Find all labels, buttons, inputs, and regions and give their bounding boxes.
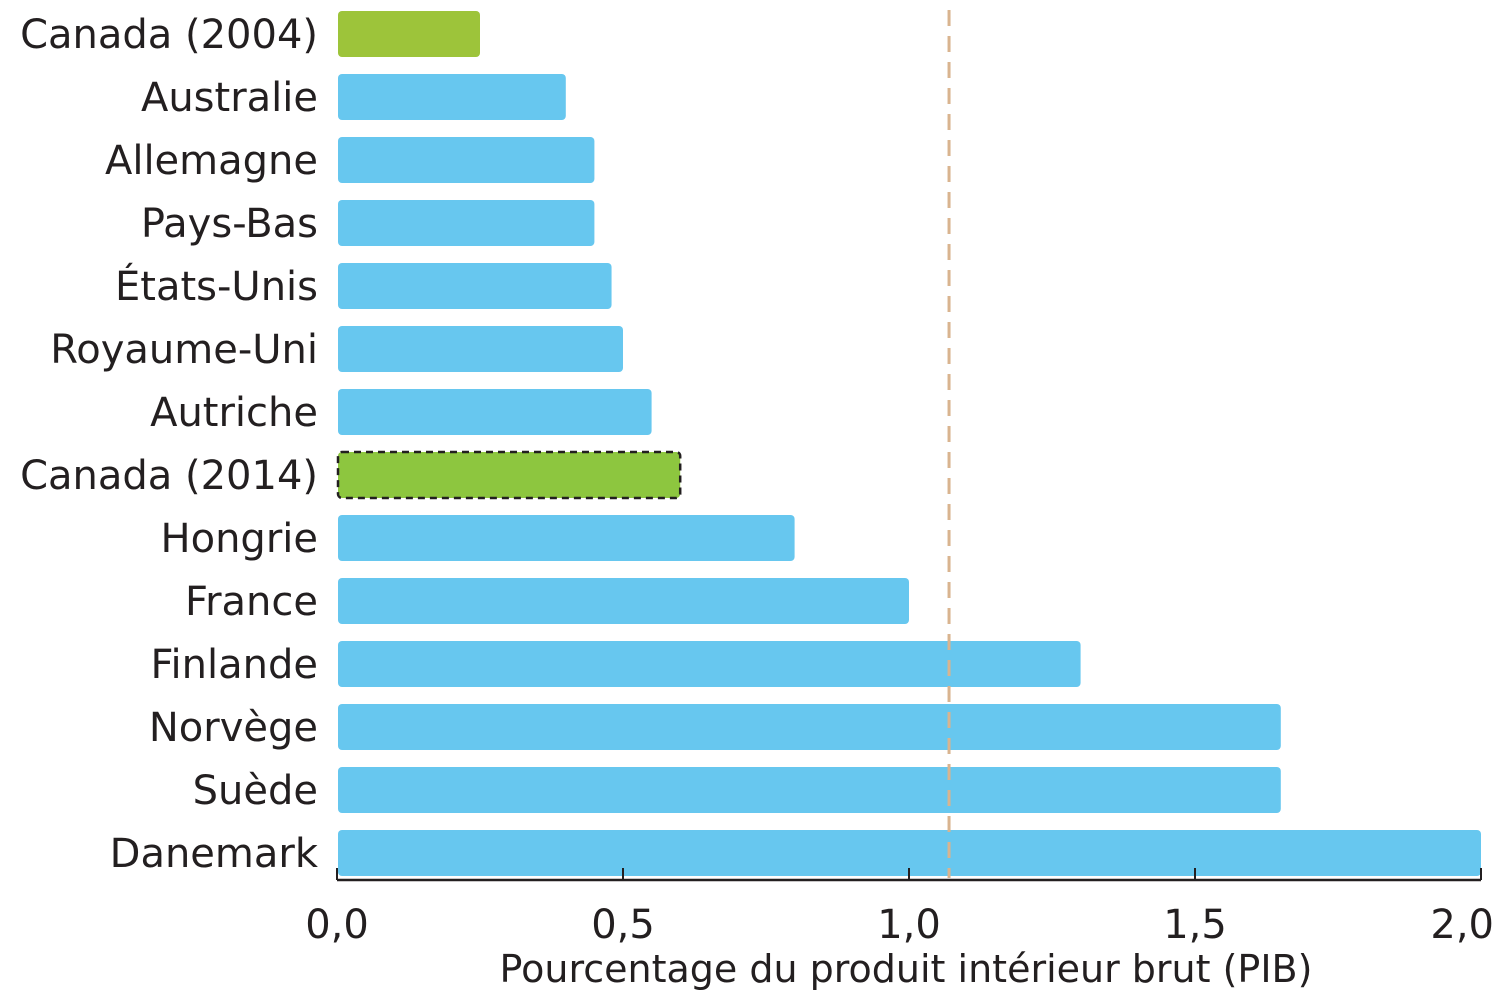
category-label-suede: Suède <box>193 768 318 814</box>
bar-norvege <box>338 704 1281 750</box>
bar-autriche <box>338 389 652 435</box>
bar-royaume-uni <box>338 326 623 372</box>
category-label-norvege: Norvège <box>149 705 318 751</box>
bar-allemagne <box>338 137 595 183</box>
bar-danemark <box>338 830 1481 876</box>
x-tick-label: 2,0 <box>1430 902 1494 948</box>
category-labels-layer: Canada (2004) Australie Allemagne Pays-Bas É… <box>20 12 319 877</box>
x-axis: 0,0 0,5 1,0 1,5 2,0 <box>305 868 1494 948</box>
x-tick-label: 0,0 <box>305 902 369 948</box>
bar-suede <box>338 767 1281 813</box>
bar-pays-bas <box>338 200 595 246</box>
bar-etats-unis <box>338 263 612 309</box>
category-label-royaume-uni: Royaume-Uni <box>50 327 318 373</box>
category-label-finlande: Finlande <box>150 642 318 688</box>
category-label-hongrie: Hongrie <box>161 516 318 562</box>
category-label-pays-bas: Pays-Bas <box>141 201 318 247</box>
category-label-allemagne: Allemagne <box>105 138 318 184</box>
bar-canada-2014 <box>336 450 682 500</box>
category-label-danemark: Danemark <box>110 831 319 877</box>
category-label-france: France <box>185 579 318 625</box>
category-label-canada-2014: Canada (2014) <box>20 453 318 499</box>
bar-finlande <box>338 641 1081 687</box>
category-label-australie: Australie <box>141 75 318 121</box>
bar-hongrie <box>338 515 795 561</box>
bar-australie <box>338 74 566 120</box>
category-label-autriche: Autriche <box>150 390 318 436</box>
x-tick-label: 1,0 <box>877 902 941 948</box>
x-tick-label: 1,5 <box>1163 902 1227 948</box>
bar-france <box>338 578 909 624</box>
category-label-canada-2004: Canada (2004) <box>20 12 318 58</box>
bar-canada-2004 <box>338 11 480 57</box>
category-label-etats-unis: États-Unis <box>115 262 318 310</box>
bars-layer <box>336 11 1481 876</box>
x-axis-title: Pourcentage du produit intérieur brut (P… <box>500 947 1313 991</box>
x-tick-label: 0,5 <box>591 902 655 948</box>
